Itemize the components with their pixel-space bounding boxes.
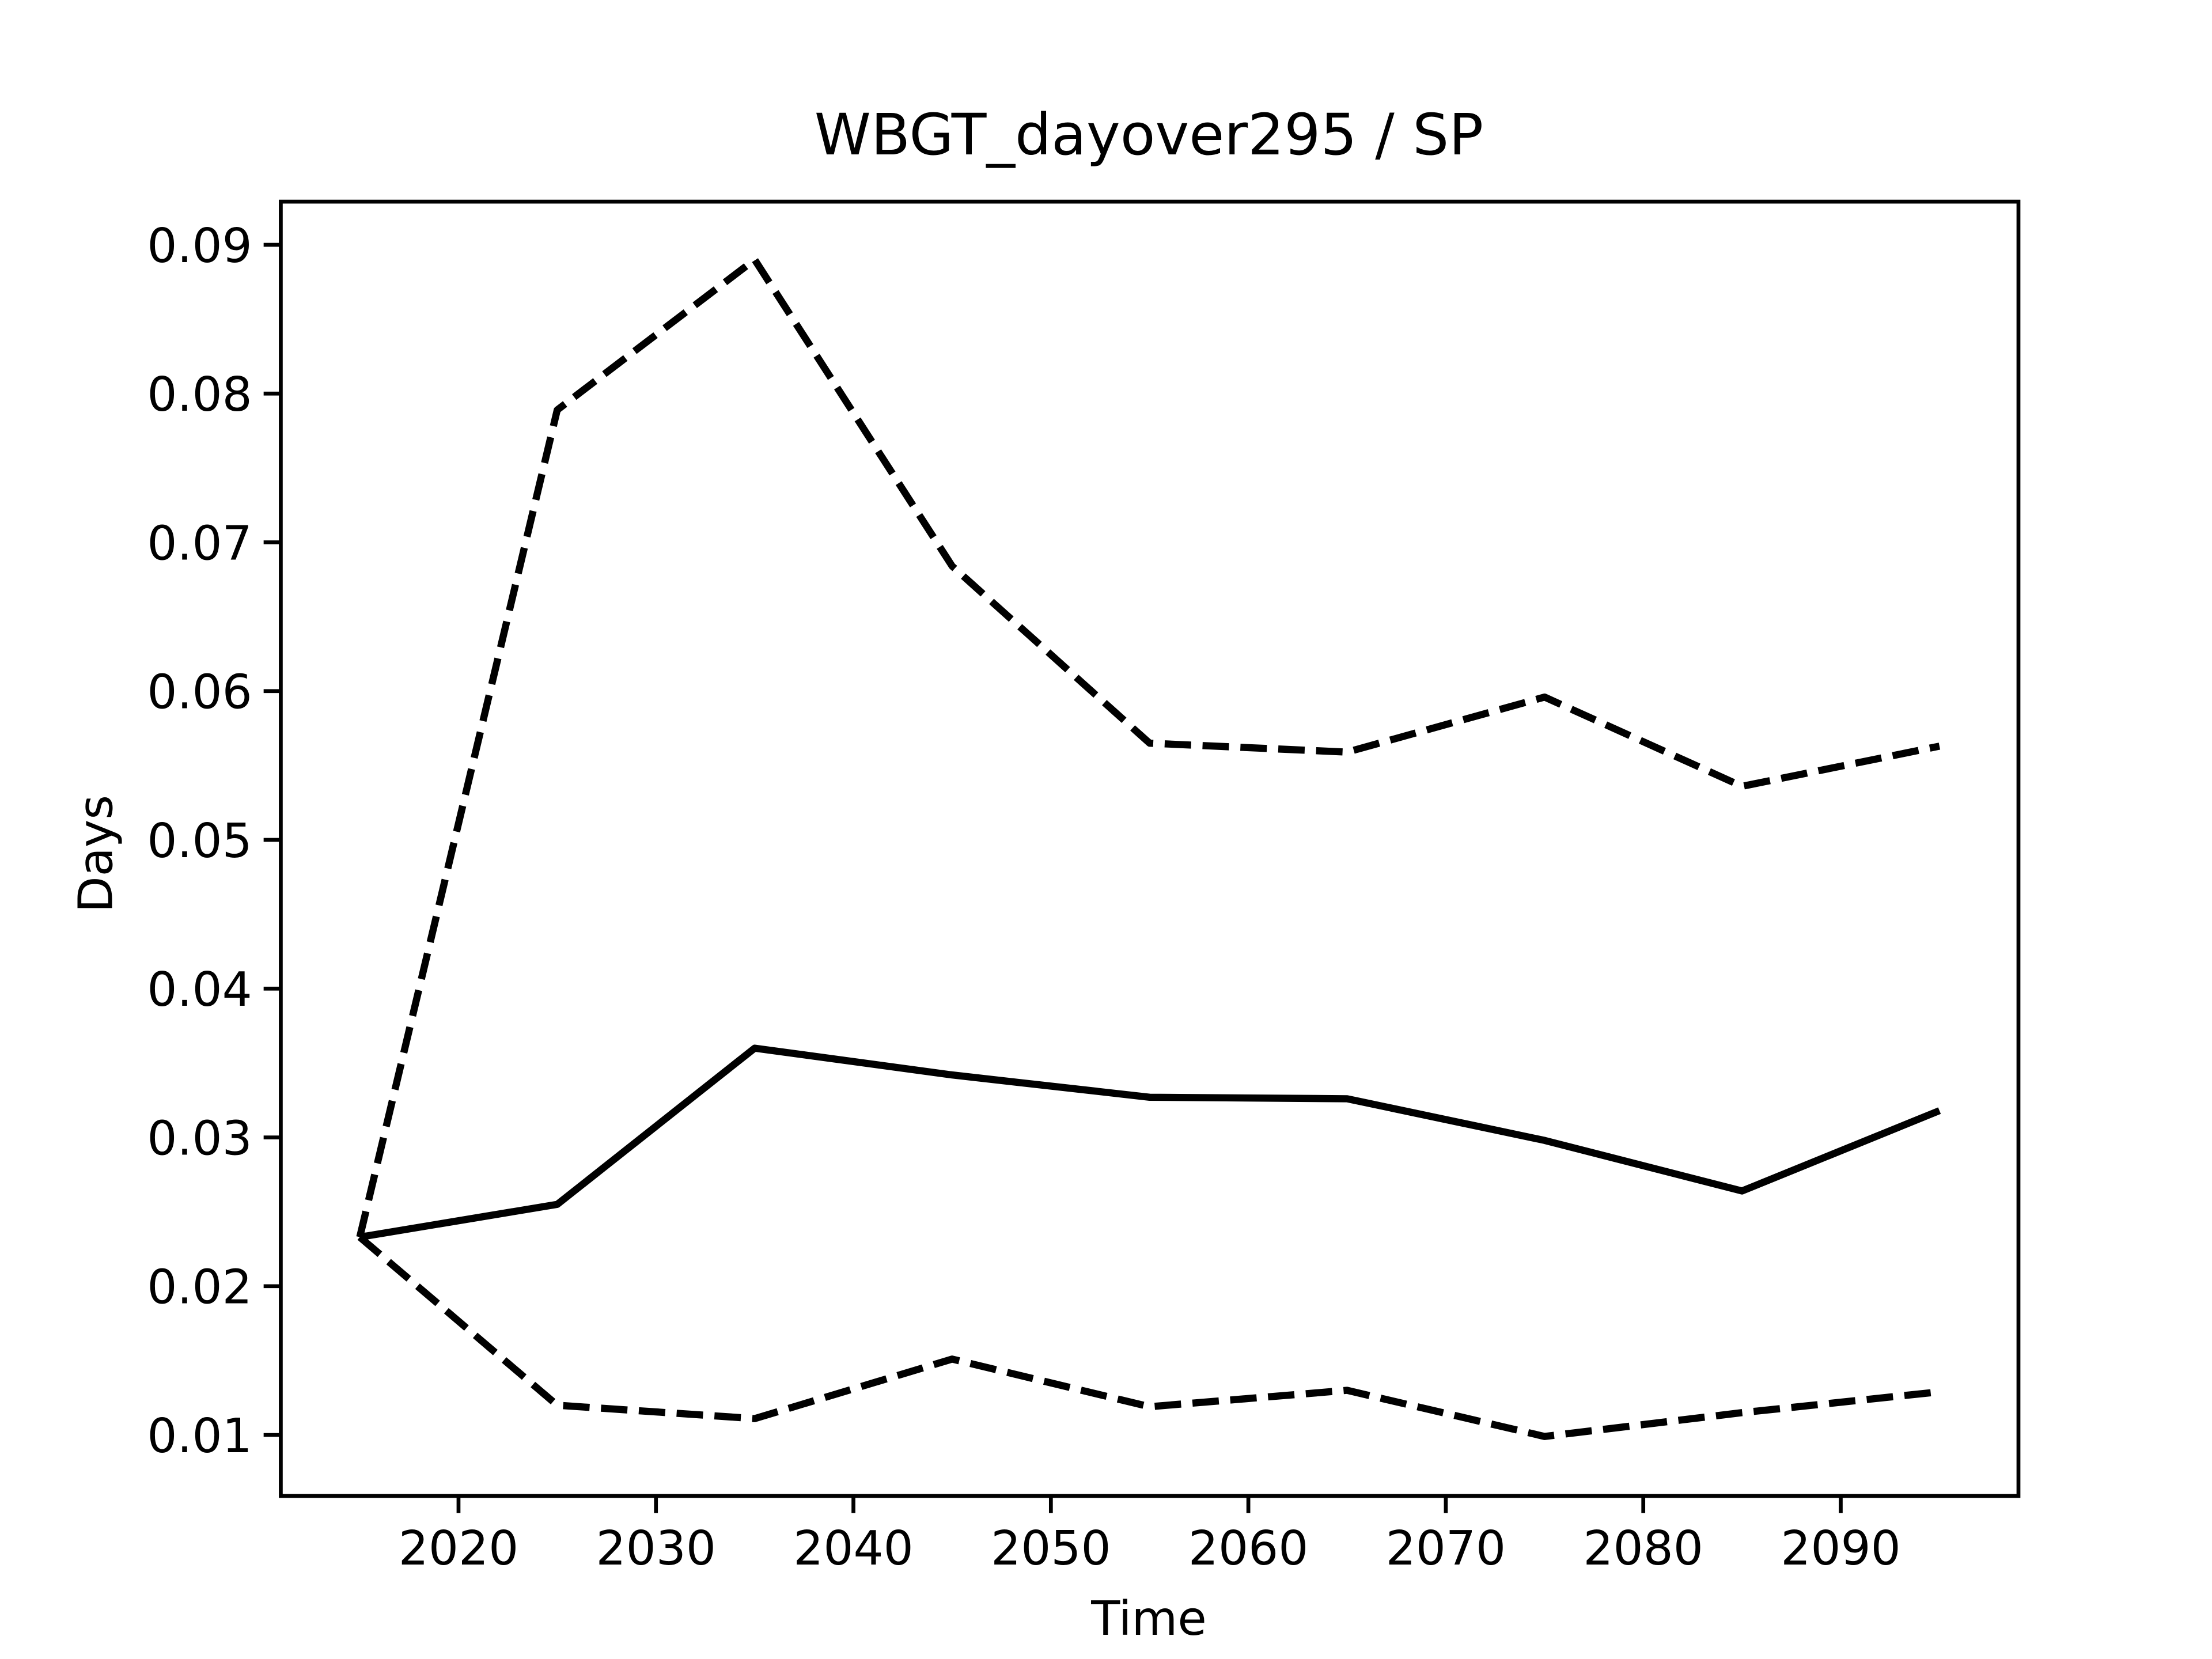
plot-frame xyxy=(279,199,2021,1498)
x-tick-label: 2050 xyxy=(991,1521,1111,1576)
x-tick-label: 2070 xyxy=(1386,1521,1506,1576)
y-tick-label: 0.04 xyxy=(147,963,252,1017)
y-tick-label: 0.03 xyxy=(147,1111,252,1166)
x-tick-label: 2040 xyxy=(793,1521,914,1576)
x-tick-label: 2020 xyxy=(399,1521,519,1576)
line-series xyxy=(356,256,1941,1238)
x-tick-label: 2090 xyxy=(1781,1521,1900,1576)
x-tick-label: 2080 xyxy=(1583,1521,1703,1576)
y-tick-label: 0.05 xyxy=(147,814,252,869)
y-tick-label: 0.01 xyxy=(147,1409,252,1464)
y-tick-label: 0.08 xyxy=(147,368,252,422)
y-axis-label: Days xyxy=(69,795,123,912)
chart-title: WBGT_dayover295 / SP xyxy=(815,102,1483,168)
y-tick-label: 0.09 xyxy=(147,219,252,274)
x-tick-label: 2060 xyxy=(1188,1521,1309,1576)
line-series xyxy=(357,1234,1940,1440)
y-tick-label: 0.07 xyxy=(147,516,252,571)
y-tick-label: 0.06 xyxy=(147,665,252,720)
line-series xyxy=(359,1044,1941,1241)
x-axis-label: Time xyxy=(1090,1592,1206,1646)
y-tick-label: 0.02 xyxy=(147,1260,252,1315)
x-tick-label: 2030 xyxy=(596,1521,716,1576)
